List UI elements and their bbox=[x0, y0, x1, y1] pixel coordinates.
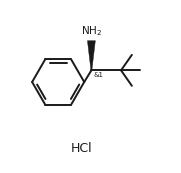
Polygon shape bbox=[87, 41, 95, 70]
Text: NH$_2$: NH$_2$ bbox=[81, 25, 102, 38]
Text: &1: &1 bbox=[94, 72, 104, 79]
Text: HCl: HCl bbox=[71, 142, 92, 155]
